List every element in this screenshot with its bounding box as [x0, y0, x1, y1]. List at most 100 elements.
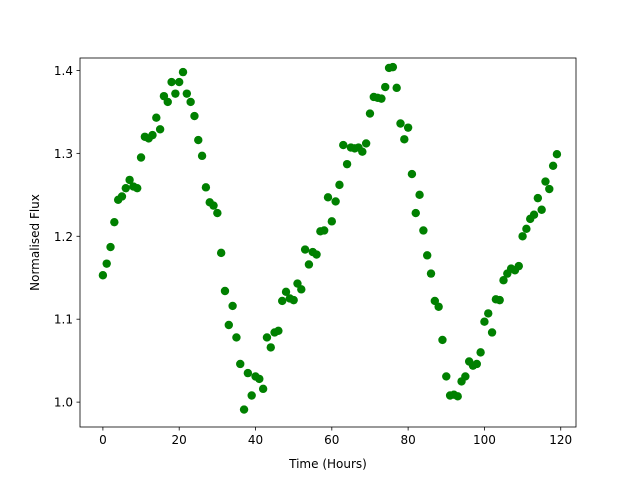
- data-point: [495, 295, 504, 305]
- data-point: [297, 285, 306, 294]
- data-point: [361, 139, 371, 148]
- data-point: [110, 217, 119, 227]
- data-point: [197, 151, 207, 161]
- data-point: [552, 149, 562, 159]
- data-point: [339, 140, 348, 150]
- data-point: [133, 183, 142, 193]
- data-point: [121, 183, 130, 193]
- data-point: [236, 359, 245, 369]
- data-point: [190, 111, 199, 121]
- data-point: [186, 97, 195, 107]
- data-point: [281, 287, 291, 297]
- data-point: [461, 372, 470, 381]
- x-tick-label: 40: [248, 433, 263, 447]
- data-point: [411, 208, 420, 218]
- data-point: [224, 320, 233, 330]
- data-point: [178, 67, 188, 77]
- data-point: [514, 261, 523, 271]
- y-tick-label: 1.3: [54, 147, 73, 161]
- data-point: [102, 259, 111, 268]
- x-tick-label: 20: [172, 433, 187, 447]
- data-point: [289, 295, 298, 305]
- data-point: [522, 224, 531, 234]
- data-point: [209, 201, 218, 210]
- data-point: [148, 130, 157, 140]
- data-point: [243, 368, 253, 378]
- data-point: [529, 210, 539, 219]
- data-point: [407, 169, 417, 179]
- data-point: [419, 226, 428, 235]
- y-axis-ticks: 1.0 1.1 1.2 1.3 1.4: [54, 64, 80, 410]
- y-tick-label: 1.0: [54, 396, 73, 410]
- data-point: [201, 183, 211, 192]
- x-tick-label: 100: [473, 433, 496, 447]
- data-point: [442, 372, 451, 381]
- data-point: [152, 113, 161, 122]
- data-point: [163, 97, 172, 107]
- x-tick-label: 60: [324, 433, 339, 447]
- data-point: [194, 135, 203, 145]
- y-tick-label: 1.1: [54, 313, 73, 327]
- data-point: [533, 193, 543, 203]
- data-point: [381, 82, 390, 92]
- data-point: [106, 242, 115, 252]
- data-point: [323, 193, 333, 202]
- data-point: [480, 317, 489, 326]
- data-point: [274, 326, 283, 336]
- data-point: [232, 333, 241, 342]
- data-point: [415, 190, 424, 200]
- data-point: [438, 335, 447, 345]
- data-point: [541, 177, 550, 186]
- plot-area: [80, 58, 576, 427]
- data-point: [220, 286, 230, 296]
- data-point: [266, 343, 275, 352]
- data-point: [342, 159, 352, 169]
- data-point: [484, 309, 493, 318]
- data-point: [434, 302, 443, 311]
- data-point: [247, 391, 256, 400]
- data-point: [403, 123, 413, 132]
- data-point: [239, 405, 249, 414]
- data-point: [125, 175, 134, 185]
- data-point: [304, 260, 314, 269]
- data-point: [335, 180, 344, 190]
- x-axis-label: Time (Hours): [288, 457, 367, 471]
- data-point: [262, 333, 272, 342]
- data-point: [216, 248, 226, 258]
- data-point: [319, 226, 329, 235]
- data-point: [545, 184, 554, 194]
- data-point: [182, 89, 192, 98]
- data-point: [423, 251, 432, 260]
- data-point: [365, 109, 375, 118]
- data-point: [312, 250, 321, 259]
- data-point: [331, 197, 340, 206]
- data-point: [499, 276, 508, 285]
- data-point: [278, 296, 287, 306]
- data-point: [167, 77, 176, 87]
- data-point: [358, 147, 367, 156]
- data-point: [392, 83, 401, 93]
- data-point: [476, 348, 485, 357]
- data-point: [487, 328, 497, 337]
- y-tick-label: 1.2: [54, 230, 73, 244]
- x-tick-label: 80: [400, 433, 415, 447]
- y-axis-label: Normalised Flux: [28, 194, 42, 291]
- data-point: [388, 62, 398, 72]
- data-point: [400, 135, 409, 144]
- data-point: [327, 217, 337, 226]
- data-point: [98, 271, 108, 280]
- data-points: [98, 62, 562, 414]
- data-point: [377, 94, 386, 103]
- data-point: [426, 269, 436, 278]
- data-point: [255, 374, 264, 384]
- data-point: [396, 119, 405, 128]
- data-point: [300, 245, 310, 254]
- data-point: [155, 125, 165, 134]
- data-point: [537, 205, 546, 214]
- data-point: [117, 192, 127, 201]
- plot-frame: [79, 57, 577, 428]
- data-point: [258, 384, 268, 394]
- x-axis-ticks: 0 20 40 60 80 100 120: [99, 427, 572, 447]
- data-point: [472, 359, 481, 369]
- data-point: [175, 77, 184, 87]
